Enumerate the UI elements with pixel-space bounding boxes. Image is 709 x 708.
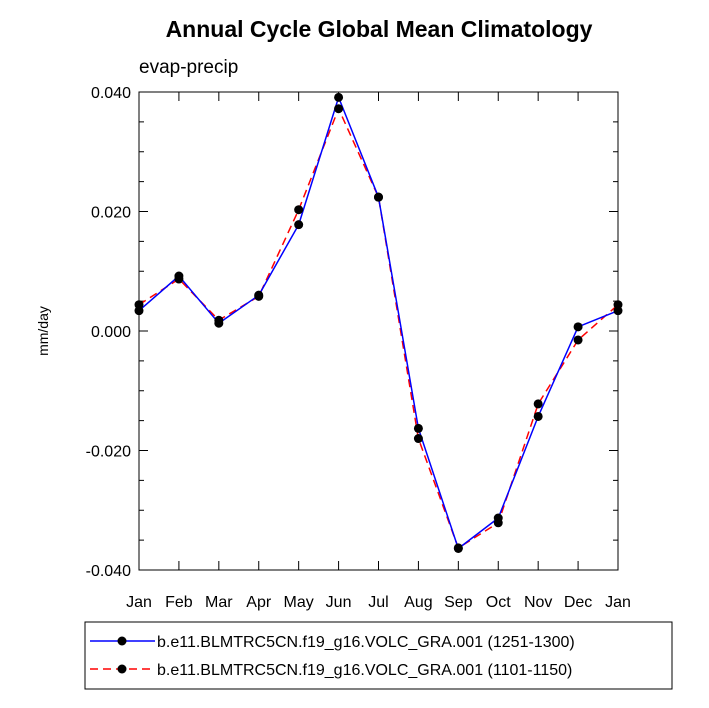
series-2-point	[254, 291, 264, 301]
legend: b.e11.BLMTRC5CN.f19_g16.VOLC_GRA.001 (12…	[84, 621, 673, 690]
plot-frame	[138, 91, 619, 571]
series-2-point	[493, 518, 503, 528]
legend-entry-1: b.e11.BLMTRC5CN.f19_g16.VOLC_GRA.001 (12…	[90, 634, 575, 651]
series-line-2	[138, 107, 619, 549]
y-tick-label: 0.000	[91, 324, 131, 341]
legend-box	[84, 621, 673, 690]
legend-label-2: b.e11.BLMTRC5CN.f19_g16.VOLC_GRA.001 (11…	[157, 662, 572, 679]
series-2-point	[294, 205, 304, 215]
series-1-point	[294, 220, 304, 230]
series-2-point	[573, 335, 583, 345]
x-tick-label: Sep	[444, 594, 473, 611]
series-2-point	[134, 300, 144, 310]
y-axis-label: mm/day	[35, 306, 51, 356]
x-tick-label: Jul	[368, 594, 388, 611]
x-tick-label: Oct	[486, 594, 511, 611]
series-2-point	[413, 434, 423, 444]
series-1-point	[413, 423, 423, 433]
x-axis-ticks: Jan Feb Mar Apr May Jun Jul Aug Sep Oct Nov Dec Jan	[126, 92, 631, 611]
series-1-point	[573, 322, 583, 332]
legend-marker-2	[117, 664, 127, 674]
series-2-point	[613, 300, 623, 310]
series-layer	[134, 92, 623, 553]
legend-marker-1	[117, 636, 127, 646]
y-tick-label: -0.020	[86, 444, 131, 461]
legend-label-1: b.e11.BLMTRC5CN.f19_g16.VOLC_GRA.001 (12…	[157, 634, 575, 651]
chart-subtitle: evap-precip	[139, 57, 238, 78]
x-tick-label: Feb	[165, 594, 193, 611]
series-2-point	[334, 104, 344, 114]
series-1-point	[533, 411, 543, 421]
x-tick-label: Jun	[326, 594, 352, 611]
legend-entry-2: b.e11.BLMTRC5CN.f19_g16.VOLC_GRA.001 (11…	[90, 662, 572, 679]
series-2-point	[533, 399, 543, 409]
series-2-point	[214, 315, 224, 325]
x-tick-label: Jan	[126, 594, 152, 611]
series-line-1	[138, 96, 619, 550]
y-tick-label: -0.040	[86, 563, 131, 580]
series-1-point	[334, 92, 344, 102]
y-axis-ticks: 0.040 0.020 0.000 -0.020 -0.040	[86, 85, 618, 580]
x-tick-label: Nov	[524, 594, 552, 611]
y-tick-label: 0.040	[91, 85, 131, 102]
x-tick-label: May	[284, 594, 314, 611]
series-2-point	[374, 192, 383, 202]
series-2-point	[174, 274, 184, 284]
y-tick-label: 0.020	[91, 205, 131, 222]
x-tick-label: Apr	[246, 594, 272, 611]
x-tick-label: Aug	[404, 594, 432, 611]
chart-title: Annual Cycle Global Mean Climatology	[166, 16, 593, 42]
x-tick-label: Dec	[564, 594, 592, 611]
x-tick-label: Mar	[205, 594, 233, 611]
x-tick-label: Jan	[605, 594, 631, 611]
series-2-point	[453, 543, 463, 553]
